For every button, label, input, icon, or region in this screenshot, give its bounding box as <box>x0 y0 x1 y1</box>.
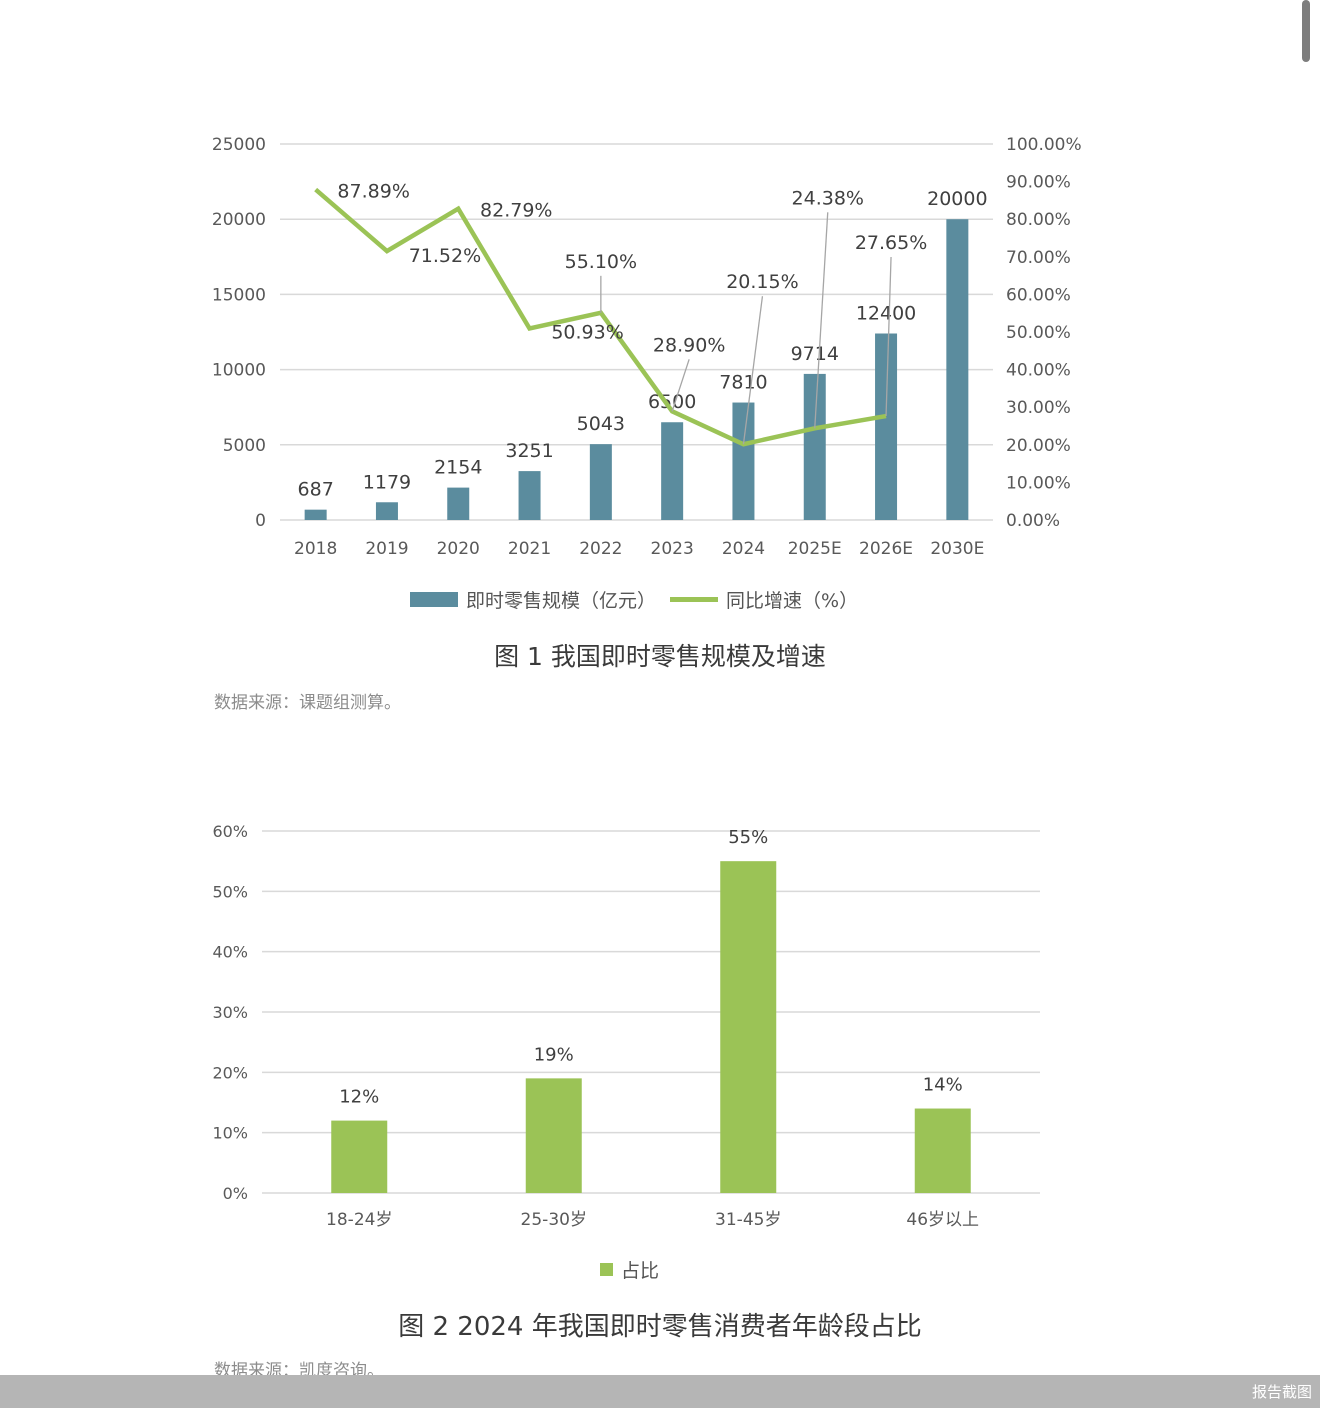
right-axis-tick: 50.00% <box>1006 323 1071 343</box>
footer-bar: 报告截图 <box>0 1375 1320 1408</box>
x-axis-tick: 2023 <box>651 539 694 559</box>
bar-value-label: 20000 <box>927 188 987 210</box>
y-axis-tick: 0% <box>223 1184 248 1203</box>
left-axis-tick: 20000 <box>212 210 266 230</box>
chart-retail-scale-growth: 0 5000 10000 15000 20000 25000 0.00% 10.00% 20.0… <box>212 135 1082 559</box>
bar-value-label: 7810 <box>719 372 767 394</box>
y-axis-tick: 40% <box>212 943 248 962</box>
figure2-caption: 图 2 2024 年我国即时零售消费者年龄段占比 <box>398 1312 922 1342</box>
right-axis-tick: 10.00% <box>1006 473 1071 493</box>
bar-value-label: 5043 <box>577 413 625 435</box>
bar-retail-scale <box>518 471 541 520</box>
bar-retail-scale <box>447 487 470 520</box>
bar-value-label: 12400 <box>856 303 916 325</box>
bar-value-label: 687 <box>298 479 334 501</box>
bar-value-label: 19% <box>534 1044 574 1065</box>
chart-consumer-age-share: 0% 10% 20% 30% 40% 50% 60% 12% 19% 55% 14% 18-24岁 25… <box>212 822 1040 1230</box>
x-axis-tick: 46岁以上 <box>906 1210 979 1230</box>
bar-age-share <box>331 1120 388 1193</box>
y-axis-tick: 50% <box>212 882 248 901</box>
left-axis-tick: 5000 <box>223 436 266 456</box>
bar-age-share <box>720 861 777 1193</box>
y-axis-tick: 10% <box>212 1124 248 1143</box>
legend-bar-label: 即时零售规模（亿元） <box>466 590 657 612</box>
x-axis-tick: 2024 <box>722 539 765 559</box>
bar-value-label: 3251 <box>505 440 553 462</box>
chart2-legend: 占比 <box>600 1256 659 1283</box>
bar-retail-scale <box>661 422 684 520</box>
right-axis-tick: 30.00% <box>1006 398 1071 418</box>
bar-value-label: 55% <box>728 827 768 848</box>
growth-rate-label: 20.15% <box>726 271 798 293</box>
bar-value-label: 9714 <box>791 343 839 365</box>
x-axis-tick: 2030E <box>930 539 984 559</box>
bar-retail-scale <box>375 502 398 520</box>
y-axis-tick: 60% <box>212 822 248 841</box>
bar-retail-scale <box>304 509 327 520</box>
bar-value-label: 1179 <box>363 471 411 493</box>
bar-retail-scale <box>732 402 755 520</box>
figure1-caption: 图 1 我国即时零售规模及增速 <box>494 642 826 671</box>
x-axis-tick: 2022 <box>579 539 622 559</box>
y-axis-tick: 30% <box>212 1003 248 1022</box>
growth-rate-label: 71.52% <box>409 245 481 267</box>
right-axis-tick: 40.00% <box>1006 361 1071 381</box>
growth-rate-label: 27.65% <box>855 232 927 254</box>
legend-line-swatch <box>670 597 719 602</box>
right-axis-tick: 20.00% <box>1006 436 1071 456</box>
growth-rate-label: 87.89% <box>337 181 409 203</box>
legend-line-label: 同比增速（%） <box>726 590 859 612</box>
bar-age-share <box>914 1108 971 1193</box>
label-leader-line <box>671 359 690 412</box>
bar-retail-scale <box>589 444 612 520</box>
left-axis-tick: 10000 <box>212 361 266 381</box>
x-axis-tick: 2026E <box>859 539 913 559</box>
growth-rate-label: 55.10% <box>565 251 637 273</box>
bar-value-label: 2154 <box>434 457 482 479</box>
bar-retail-scale <box>946 219 969 520</box>
x-axis-tick: 2018 <box>294 539 337 559</box>
x-axis-tick: 25-30岁 <box>521 1210 587 1230</box>
x-axis-tick: 18-24岁 <box>326 1210 392 1230</box>
legend-bar-swatch <box>410 592 458 607</box>
growth-rate-label: 28.90% <box>653 334 725 356</box>
growth-rate-line <box>314 187 887 447</box>
figure1-source: 数据来源：课题组测算。 <box>214 693 401 713</box>
right-axis-tick: 90.00% <box>1006 173 1071 193</box>
x-axis-tick: 2021 <box>508 539 551 559</box>
x-axis-tick: 2020 <box>437 539 480 559</box>
x-axis-tick: 31-45岁 <box>715 1210 781 1230</box>
right-axis-tick: 70.00% <box>1006 248 1071 268</box>
left-axis-tick: 25000 <box>212 135 266 155</box>
bar-retail-scale <box>875 333 898 520</box>
bar-value-label: 14% <box>923 1075 963 1096</box>
bar-value-label: 12% <box>339 1087 379 1108</box>
right-axis-tick: 60.00% <box>1006 285 1071 305</box>
growth-rate-label: 24.38% <box>792 187 864 209</box>
legend-share-swatch <box>600 1263 613 1276</box>
label-leader-line <box>885 257 892 417</box>
x-axis-tick: 2025E <box>788 539 842 559</box>
bar-age-share <box>525 1078 582 1193</box>
scrollbar-thumb[interactable] <box>1302 0 1310 62</box>
left-axis-tick: 15000 <box>212 285 266 305</box>
y-axis-tick: 20% <box>212 1063 248 1082</box>
right-axis-tick: 0.00% <box>1006 511 1060 531</box>
growth-rate-label: 82.79% <box>480 200 552 222</box>
growth-rate-label: 50.93% <box>551 322 623 344</box>
chart1-legend: 即时零售规模（亿元） 同比增速（%） <box>410 586 858 613</box>
bar-retail-scale <box>803 373 826 520</box>
label-leader-line <box>742 296 764 445</box>
right-axis-tick: 80.00% <box>1006 210 1071 230</box>
legend-share-label: 占比 <box>621 1260 660 1282</box>
footer-label: 报告截图 <box>1251 1383 1312 1401</box>
x-axis-tick: 2019 <box>365 539 408 559</box>
label-leader-line <box>814 212 829 429</box>
right-axis-tick: 100.00% <box>1006 135 1082 155</box>
left-axis-tick: 0 <box>255 511 266 531</box>
